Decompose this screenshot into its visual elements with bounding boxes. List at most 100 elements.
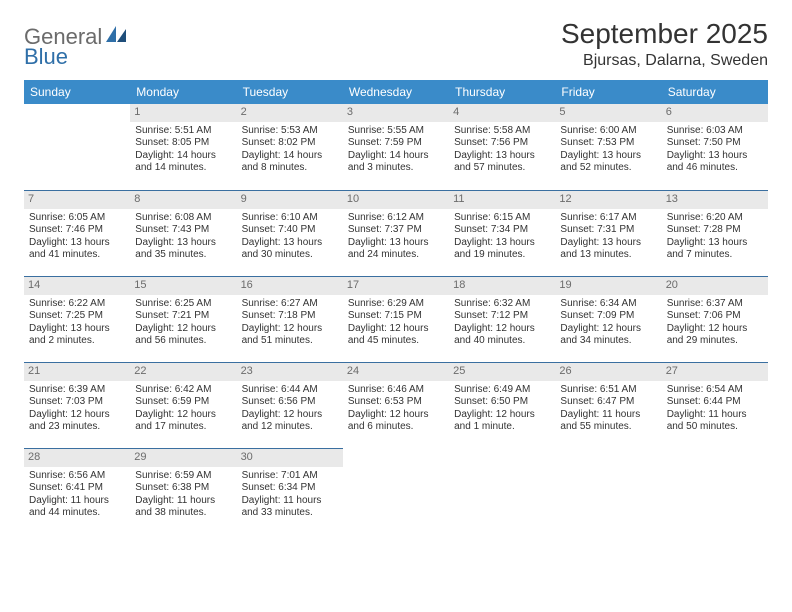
day-number: 20 <box>662 276 768 295</box>
day-details: Sunrise: 6:12 AMSunset: 7:37 PMDaylight:… <box>348 212 444 262</box>
day-number: 9 <box>237 190 343 209</box>
calendar-table: SundayMondayTuesdayWednesdayThursdayFrid… <box>24 80 768 534</box>
calendar-cell: 27 Sunrise: 6:54 AMSunset: 6:44 PMDayligh… <box>662 362 768 448</box>
day-number: 30 <box>237 448 343 467</box>
calendar-cell: 11 Sunrise: 6:15 AMSunset: 7:34 PMDayligh… <box>449 190 555 276</box>
day-header: Wednesday <box>343 80 449 104</box>
day-number: 24 <box>343 362 449 381</box>
day-details: Sunrise: 6:34 AMSunset: 7:09 PMDaylight:… <box>560 298 656 348</box>
day-details: Sunrise: 6:05 AMSunset: 7:46 PMDaylight:… <box>29 212 125 262</box>
calendar-cell: 4 Sunrise: 5:58 AMSunset: 7:56 PMDaylight… <box>449 104 555 190</box>
day-number: 8 <box>130 190 236 209</box>
day-header: Sunday <box>24 80 130 104</box>
day-number: 11 <box>449 190 555 209</box>
day-details: Sunrise: 5:58 AMSunset: 7:56 PMDaylight:… <box>454 125 550 175</box>
day-number: 3 <box>343 104 449 122</box>
calendar-cell: 23 Sunrise: 6:44 AMSunset: 6:56 PMDayligh… <box>237 362 343 448</box>
calendar-cell: 22Sunrise: 6:42 AMSunset: 6:59 PMDayligh… <box>130 362 236 448</box>
calendar-cell: 14Sunrise: 6:22 AMSunset: 7:25 PMDayligh… <box>24 276 130 362</box>
calendar-cell: 6 Sunrise: 6:03 AMSunset: 7:50 PMDaylight… <box>662 104 768 190</box>
day-details: Sunrise: 6:00 AMSunset: 7:53 PMDaylight:… <box>560 125 656 175</box>
month-title: September 2025 <box>561 18 768 50</box>
calendar-cell <box>24 104 130 190</box>
day-number: 1 <box>130 104 236 122</box>
calendar-cell: 19 Sunrise: 6:34 AMSunset: 7:09 PMDayligh… <box>555 276 661 362</box>
day-header: Friday <box>555 80 661 104</box>
day-details: Sunrise: 6:51 AMSunset: 6:47 PMDaylight:… <box>560 384 656 434</box>
day-details: Sunrise: 5:55 AMSunset: 7:59 PMDaylight:… <box>348 125 444 175</box>
day-number: 29 <box>130 448 236 467</box>
calendar-row: 21Sunrise: 6:39 AMSunset: 7:03 PMDayligh… <box>24 362 768 448</box>
calendar-cell: 3 Sunrise: 5:55 AMSunset: 7:59 PMDaylight… <box>343 104 449 190</box>
calendar-cell <box>343 448 449 534</box>
day-number: 21 <box>24 362 130 381</box>
day-number: 13 <box>662 190 768 209</box>
day-number: 10 <box>343 190 449 209</box>
calendar-cell <box>449 448 555 534</box>
day-number: 15 <box>130 276 236 295</box>
day-details: Sunrise: 6:56 AMSunset: 6:41 PMDaylight:… <box>29 470 125 520</box>
calendar-cell <box>662 448 768 534</box>
calendar-row: 28Sunrise: 6:56 AMSunset: 6:41 PMDayligh… <box>24 448 768 534</box>
day-details: Sunrise: 6:32 AMSunset: 7:12 PMDaylight:… <box>454 298 550 348</box>
calendar-row: 14Sunrise: 6:22 AMSunset: 7:25 PMDayligh… <box>24 276 768 362</box>
day-number: 7 <box>24 190 130 209</box>
day-number: 23 <box>237 362 343 381</box>
day-number: 2 <box>237 104 343 122</box>
day-details: Sunrise: 6:59 AMSunset: 6:38 PMDaylight:… <box>135 470 231 520</box>
location: Bjursas, Dalarna, Sweden <box>561 52 768 70</box>
day-details: Sunrise: 7:01 AMSunset: 6:34 PMDaylight:… <box>242 470 338 520</box>
calendar-cell: 15 Sunrise: 6:25 AMSunset: 7:21 PMDayligh… <box>130 276 236 362</box>
day-details: Sunrise: 6:49 AMSunset: 6:50 PMDaylight:… <box>454 384 550 434</box>
day-details: Sunrise: 6:46 AMSunset: 6:53 PMDaylight:… <box>348 384 444 434</box>
day-details: Sunrise: 6:44 AMSunset: 6:56 PMDaylight:… <box>242 384 338 434</box>
calendar-row: 1 Sunrise: 5:51 AMSunset: 8:05 PMDaylight… <box>24 104 768 190</box>
day-details: Sunrise: 6:25 AMSunset: 7:21 PMDaylight:… <box>135 298 231 348</box>
calendar-cell: 24 Sunrise: 6:46 AMSunset: 6:53 PMDayligh… <box>343 362 449 448</box>
calendar-cell: 26Sunrise: 6:51 AMSunset: 6:47 PMDayligh… <box>555 362 661 448</box>
day-details: Sunrise: 6:17 AMSunset: 7:31 PMDaylight:… <box>560 212 656 262</box>
calendar-cell: 7 Sunrise: 6:05 AMSunset: 7:46 PMDaylight… <box>24 190 130 276</box>
logo-text-blue: Blue <box>24 44 68 69</box>
calendar-cell <box>555 448 661 534</box>
day-number: 12 <box>555 190 661 209</box>
calendar-cell: 9Sunrise: 6:10 AMSunset: 7:40 PMDaylight… <box>237 190 343 276</box>
day-details: Sunrise: 6:42 AMSunset: 6:59 PMDaylight:… <box>135 384 231 434</box>
calendar-cell: 25Sunrise: 6:49 AMSunset: 6:50 PMDayligh… <box>449 362 555 448</box>
header: General September 2025 Bjursas, Dalarna,… <box>24 18 768 70</box>
calendar-cell: 18 Sunrise: 6:32 AMSunset: 7:12 PMDayligh… <box>449 276 555 362</box>
title-block: September 2025 Bjursas, Dalarna, Sweden <box>561 18 768 70</box>
calendar-cell: 20Sunrise: 6:37 AMSunset: 7:06 PMDayligh… <box>662 276 768 362</box>
calendar-cell: 17Sunrise: 6:29 AMSunset: 7:15 PMDayligh… <box>343 276 449 362</box>
day-details: Sunrise: 6:03 AMSunset: 7:50 PMDaylight:… <box>667 125 763 175</box>
day-number: 16 <box>237 276 343 295</box>
day-number: 18 <box>449 276 555 295</box>
calendar-cell: 28Sunrise: 6:56 AMSunset: 6:41 PMDayligh… <box>24 448 130 534</box>
day-details: Sunrise: 6:15 AMSunset: 7:34 PMDaylight:… <box>454 212 550 262</box>
calendar-body: 1 Sunrise: 5:51 AMSunset: 8:05 PMDaylight… <box>24 104 768 534</box>
logo-sail-icon <box>106 26 128 49</box>
day-number: 17 <box>343 276 449 295</box>
day-header: Saturday <box>662 80 768 104</box>
calendar-cell: 21Sunrise: 6:39 AMSunset: 7:03 PMDayligh… <box>24 362 130 448</box>
calendar-cell: 5Sunrise: 6:00 AMSunset: 7:53 PMDaylight… <box>555 104 661 190</box>
day-number: 4 <box>449 104 555 122</box>
calendar-cell: 8Sunrise: 6:08 AMSunset: 7:43 PMDaylight… <box>130 190 236 276</box>
day-header: Tuesday <box>237 80 343 104</box>
day-details: Sunrise: 6:54 AMSunset: 6:44 PMDaylight:… <box>667 384 763 434</box>
calendar-cell: 13Sunrise: 6:20 AMSunset: 7:28 PMDayligh… <box>662 190 768 276</box>
calendar-cell: 29 Sunrise: 6:59 AMSunset: 6:38 PMDayligh… <box>130 448 236 534</box>
day-number: 27 <box>662 362 768 381</box>
calendar-cell: 2 Sunrise: 5:53 AMSunset: 8:02 PMDaylight… <box>237 104 343 190</box>
calendar-cell: 30 Sunrise: 7:01 AMSunset: 6:34 PMDayligh… <box>237 448 343 534</box>
day-details: Sunrise: 5:53 AMSunset: 8:02 PMDaylight:… <box>242 125 338 175</box>
day-header-row: SundayMondayTuesdayWednesdayThursdayFrid… <box>24 80 768 104</box>
day-header: Monday <box>130 80 236 104</box>
day-details: Sunrise: 6:22 AMSunset: 7:25 PMDaylight:… <box>29 298 125 348</box>
day-number: 6 <box>662 104 768 122</box>
calendar-cell: 1 Sunrise: 5:51 AMSunset: 8:05 PMDaylight… <box>130 104 236 190</box>
day-number: 19 <box>555 276 661 295</box>
day-details: Sunrise: 5:51 AMSunset: 8:05 PMDaylight:… <box>135 125 231 175</box>
calendar-row: 7 Sunrise: 6:05 AMSunset: 7:46 PMDaylight… <box>24 190 768 276</box>
day-details: Sunrise: 6:27 AMSunset: 7:18 PMDaylight:… <box>242 298 338 348</box>
